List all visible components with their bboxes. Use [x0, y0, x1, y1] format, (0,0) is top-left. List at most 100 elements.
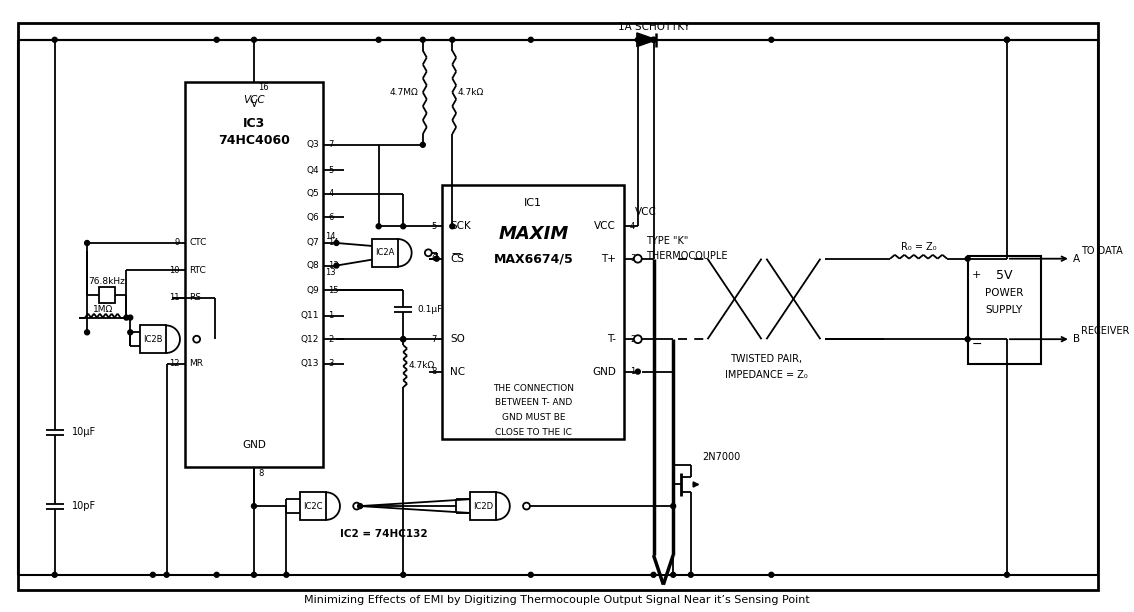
Bar [99, 287, 115, 303]
Text: 4.7kΩ: 4.7kΩ [457, 88, 483, 97]
Bar [967, 256, 1041, 364]
Circle shape [528, 572, 533, 577]
Text: 3: 3 [329, 359, 333, 368]
Text: 10µF: 10µF [73, 427, 96, 438]
Circle shape [284, 572, 289, 577]
Circle shape [528, 37, 533, 42]
Text: 7: 7 [431, 335, 437, 344]
Text: 4: 4 [329, 189, 333, 198]
Text: RTC: RTC [189, 266, 206, 275]
Text: SO: SO [450, 334, 465, 344]
Polygon shape [637, 33, 657, 47]
Circle shape [635, 369, 641, 374]
Bar [469, 492, 496, 520]
Text: IC2C: IC2C [304, 502, 323, 510]
Text: IC2A: IC2A [375, 248, 395, 257]
Circle shape [1005, 37, 1009, 42]
Text: 1: 1 [329, 311, 333, 320]
Circle shape [335, 263, 339, 268]
Text: Q11: Q11 [301, 311, 319, 320]
Circle shape [124, 315, 129, 320]
Text: Q4: Q4 [306, 166, 319, 175]
Circle shape [688, 572, 693, 577]
Text: 8: 8 [431, 367, 437, 376]
Text: IC2B: IC2B [143, 335, 163, 344]
Circle shape [357, 504, 363, 509]
Circle shape [651, 572, 655, 577]
Text: VCC: VCC [635, 207, 657, 217]
Text: 4.7MΩ: 4.7MΩ [389, 88, 418, 97]
Circle shape [769, 572, 773, 577]
Text: VCC: VCC [594, 222, 616, 231]
Circle shape [450, 224, 455, 229]
Text: 10pF: 10pF [73, 501, 96, 511]
Text: 12: 12 [169, 359, 179, 368]
Text: 6: 6 [431, 254, 437, 263]
Text: 2N7000: 2N7000 [703, 452, 741, 462]
Circle shape [1005, 572, 1009, 577]
Circle shape [52, 572, 57, 577]
Text: 1: 1 [631, 367, 635, 376]
Text: 9: 9 [175, 239, 179, 247]
Text: THERMOCOUPLE: THERMOCOUPLE [645, 251, 727, 261]
Text: 1A SCHOTTKY: 1A SCHOTTKY [618, 22, 689, 32]
Circle shape [376, 224, 381, 229]
Circle shape [335, 241, 339, 245]
Circle shape [421, 37, 425, 42]
Text: −: − [972, 338, 982, 351]
Text: 5V: 5V [997, 269, 1013, 282]
Circle shape [670, 504, 676, 509]
Circle shape [434, 256, 439, 261]
Text: MR: MR [189, 359, 203, 368]
Text: Q5: Q5 [306, 189, 319, 198]
Bar [301, 492, 327, 520]
Text: 16: 16 [257, 83, 269, 92]
Circle shape [214, 572, 219, 577]
Text: 13: 13 [329, 261, 339, 270]
Circle shape [400, 224, 406, 229]
Text: 7: 7 [329, 140, 333, 149]
Bar [141, 326, 167, 353]
Text: TWISTED PAIR,: TWISTED PAIR, [730, 354, 803, 364]
Text: THE CONNECTION: THE CONNECTION [493, 384, 574, 393]
Circle shape [965, 256, 970, 261]
Text: A: A [1073, 254, 1080, 264]
Text: CLOSE TO THE IC: CLOSE TO THE IC [494, 428, 572, 437]
Text: Q3: Q3 [306, 140, 319, 149]
Circle shape [85, 241, 90, 245]
Text: Q12: Q12 [301, 335, 319, 344]
Text: IC2 = 74HC132: IC2 = 74HC132 [340, 529, 428, 539]
Circle shape [634, 255, 642, 263]
Text: Q7: Q7 [306, 239, 319, 247]
Circle shape [252, 37, 256, 42]
Text: Minimizing Effects of EMI by Digitizing Thermocouple Output Signal Near it’s Sen: Minimizing Effects of EMI by Digitizing … [304, 595, 810, 605]
Text: VCC: VCC [243, 95, 264, 105]
Text: CS: CS [450, 254, 464, 264]
Text: Q9: Q9 [306, 286, 319, 294]
Text: IC2D: IC2D [473, 502, 493, 510]
Circle shape [252, 504, 256, 509]
Text: 4: 4 [631, 222, 635, 231]
Text: 2: 2 [631, 335, 635, 344]
Circle shape [450, 37, 455, 42]
Text: Q13: Q13 [301, 359, 319, 368]
Text: POWER: POWER [985, 288, 1024, 298]
Text: GND: GND [592, 367, 616, 376]
Text: BETWEEN T- AND: BETWEEN T- AND [494, 398, 572, 408]
Bar [185, 82, 323, 467]
Circle shape [400, 337, 406, 341]
Text: CTC: CTC [189, 239, 206, 247]
Text: 14: 14 [329, 239, 339, 247]
Text: RECEIVER: RECEIVER [1081, 326, 1129, 337]
Text: SUPPLY: SUPPLY [985, 305, 1023, 315]
Text: 3: 3 [631, 254, 635, 263]
Circle shape [425, 249, 432, 256]
Text: RS: RS [189, 294, 201, 302]
Circle shape [651, 37, 655, 42]
Text: 8: 8 [257, 469, 263, 478]
Text: 5: 5 [329, 166, 333, 175]
Circle shape [523, 502, 530, 510]
Circle shape [164, 572, 169, 577]
Circle shape [85, 330, 90, 335]
Text: GND MUST BE: GND MUST BE [501, 413, 565, 422]
